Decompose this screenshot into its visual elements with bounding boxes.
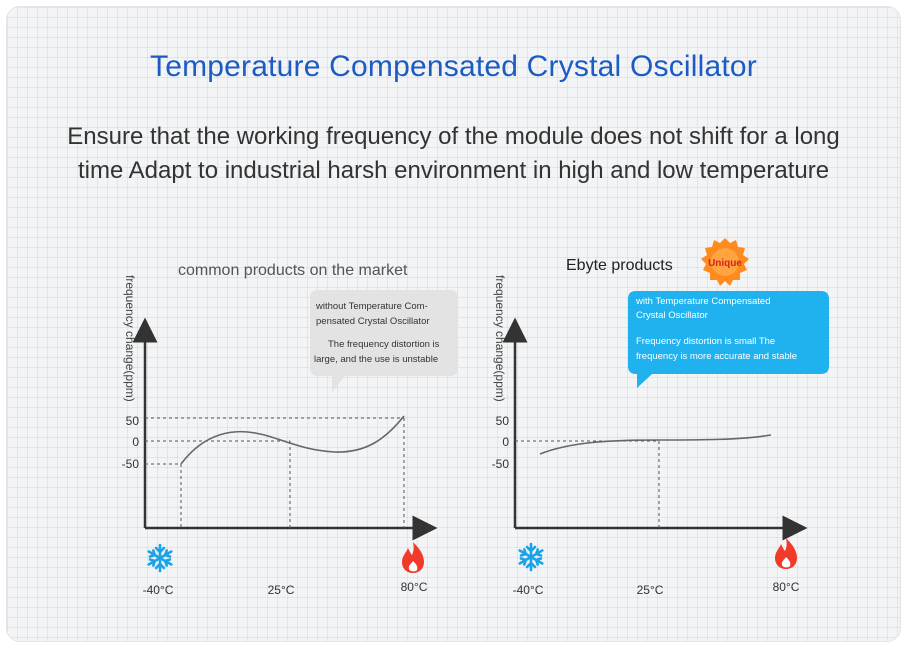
left-x-tick-25: 25°C xyxy=(268,583,295,597)
left-chart: frequency change(ppm) 50 0 -50 without T… xyxy=(122,275,458,597)
left-x-tick-80: 80°C xyxy=(401,580,428,594)
left-flame-icon xyxy=(402,542,424,573)
left-y-tick-neg50: -50 xyxy=(122,457,140,471)
right-y-axis-label: frequency change(ppm) xyxy=(493,275,507,402)
left-y-tick-0: 0 xyxy=(132,435,139,449)
left-snowflake-icon xyxy=(147,543,173,573)
right-y-tick-neg50: -50 xyxy=(492,457,510,471)
right-callout-line-4: frequency is more accurate and stable xyxy=(636,351,797,362)
left-callout-line-3: The frequency distortion is xyxy=(328,339,440,350)
right-callout-line-3: Frequency distortion is small The xyxy=(636,336,775,347)
left-y-tick-50: 50 xyxy=(126,414,140,428)
page-title: Temperature Compensated Crystal Oscillat… xyxy=(150,50,757,83)
left-callout-line-1: without Temperature Com- xyxy=(315,301,428,312)
right-x-tick-25: 25°C xyxy=(637,583,664,597)
right-y-tick-50: 50 xyxy=(496,414,510,428)
left-chart-heading: common products on the market xyxy=(178,262,408,279)
right-frequency-curve xyxy=(539,434,772,455)
left-callout-line-4: large, and the use is unstable xyxy=(314,354,438,365)
left-x-tick-minus40: -40°C xyxy=(143,583,174,597)
right-callout: with Temperature Compensated Crystal Osc… xyxy=(628,291,829,388)
right-callout-line-1: with Temperature Compensated xyxy=(635,296,770,307)
subtitle-line-1: Ensure that the working frequency of the… xyxy=(67,123,840,150)
left-callout-line-2: pensated Crystal Oscillator xyxy=(316,316,430,327)
left-y-axis-label: frequency change(ppm) xyxy=(123,275,137,402)
unique-badge-label: Unique xyxy=(708,258,742,269)
right-callout-line-2: Crystal Oscillator xyxy=(636,310,708,321)
page-subtitle: Ensure that the working frequency of the… xyxy=(20,120,887,188)
right-flame-icon xyxy=(775,538,797,569)
right-chart: frequency change(ppm) 50 0 -50 with Temp… xyxy=(492,238,829,597)
right-snowflake-icon xyxy=(518,542,544,572)
unique-badge: Unique xyxy=(701,238,749,286)
right-chart-heading: Ebyte products xyxy=(566,257,673,274)
right-x-tick-minus40: -40°C xyxy=(513,583,544,597)
right-y-tick-0: 0 xyxy=(502,435,509,449)
left-frequency-curve xyxy=(180,415,405,465)
subtitle-line-2: time Adapt to industrial harsh environme… xyxy=(77,157,830,184)
left-callout: without Temperature Com- pensated Crysta… xyxy=(310,290,458,392)
right-x-tick-80: 80°C xyxy=(773,580,800,594)
